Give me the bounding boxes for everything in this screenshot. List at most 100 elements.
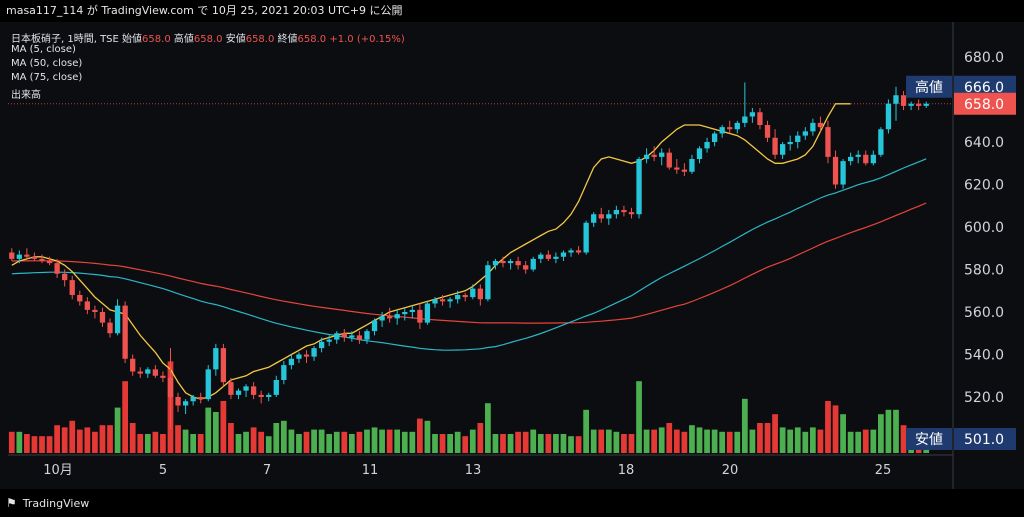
- candle-body: [182, 401, 189, 406]
- legend-ma50[interactable]: MA (50, close): [11, 58, 83, 69]
- volume-bar: [711, 429, 718, 453]
- candle-body: [795, 135, 801, 142]
- candle-body: [424, 303, 431, 323]
- volume-bar: [840, 414, 846, 453]
- volume-bar: [61, 427, 68, 453]
- volume-bar: [621, 434, 627, 453]
- volume-bar: [258, 431, 265, 453]
- candle-body: [643, 154, 650, 159]
- candle-body: [749, 112, 756, 117]
- tradingview-logo-icon: ⚑: [6, 496, 17, 510]
- volume-bar: [152, 431, 159, 453]
- candle-body: [885, 103, 892, 130]
- volume-bar: [197, 434, 204, 453]
- volume-bar: [190, 434, 197, 453]
- candle-body: [160, 375, 166, 378]
- ma75-line: [11, 202, 927, 324]
- candle-body: [349, 335, 355, 338]
- candle-body: [621, 210, 627, 213]
- volume-bar: [129, 423, 136, 453]
- candle-body: [9, 252, 15, 259]
- volume-bar: [341, 431, 348, 453]
- candle-body: [311, 348, 317, 357]
- ohlc-high-value: 658.0: [193, 34, 223, 45]
- volume-bar: [817, 429, 824, 453]
- legend-ma75[interactable]: MA (75, close): [11, 72, 83, 83]
- volume-bar: [900, 425, 907, 453]
- ma5-line: [11, 103, 851, 400]
- volume-bar: [160, 434, 166, 453]
- volume-bar: [696, 427, 703, 453]
- volume-bar: [462, 436, 469, 453]
- high-value-text: 666.0: [964, 80, 1004, 96]
- volume-bar: [386, 429, 393, 453]
- candle-body: [394, 314, 400, 319]
- volume-bar: [643, 429, 650, 453]
- low-value-tag: [954, 428, 1016, 450]
- ma50-line: [11, 158, 927, 351]
- volume-bar: [605, 429, 612, 453]
- candle-body: [507, 261, 514, 264]
- volume-bar: [46, 436, 53, 453]
- legend-volume[interactable]: 出来高: [11, 90, 41, 101]
- volume-bar: [764, 423, 771, 453]
- volume-bar: [741, 398, 748, 453]
- ohlc-open-label: 始値: [122, 34, 143, 45]
- candle-body: [651, 154, 657, 157]
- price-chart[interactable]: 520.0540.0560.0580.0600.0620.0640.0660.0…: [0, 22, 1024, 489]
- volume-bar: [348, 434, 355, 453]
- volume-bar: [39, 436, 45, 453]
- volume-bar: [772, 414, 778, 453]
- y-tick-label: 600.0: [964, 220, 1004, 236]
- chart-background: [0, 22, 1024, 489]
- candle-body: [530, 258, 536, 270]
- volume-bar: [76, 429, 83, 453]
- volume-bar: [220, 401, 227, 453]
- candle-body: [742, 116, 748, 123]
- symbol-name: 日本板硝子, 1時間, TSE: [11, 34, 119, 45]
- candle-body: [46, 261, 53, 264]
- volume-bar: [749, 429, 756, 453]
- volume-bar: [515, 431, 521, 453]
- volume-bar: [568, 436, 574, 453]
- candle-body: [817, 122, 824, 128]
- volume-bar: [137, 434, 144, 453]
- x-tick-label: 13: [465, 463, 482, 478]
- volume-bar: [885, 409, 892, 453]
- candle-body: [152, 369, 159, 376]
- y-tick-label: 580.0: [964, 263, 1004, 279]
- volume-bar: [704, 429, 710, 453]
- volume-bar: [666, 423, 673, 453]
- volume-bar: [598, 429, 605, 453]
- candle-body: [553, 256, 559, 259]
- legend-ma5[interactable]: MA (5, close): [11, 44, 76, 55]
- volume-bar: [477, 423, 484, 453]
- volume-bar: [583, 409, 590, 453]
- candle-body: [84, 301, 90, 310]
- volume-bar: [228, 423, 234, 453]
- candle-body: [583, 222, 589, 253]
- volume-bar: [590, 429, 597, 453]
- volume-bar: [280, 420, 287, 453]
- candle-body: [213, 348, 219, 370]
- candle-body: [628, 212, 635, 215]
- candle-body: [250, 386, 257, 395]
- symbol-legend: 日本板硝子, 1時間, TSE 始値658.0 高値658.0 安値658.0 …: [11, 30, 405, 45]
- candle-body: [863, 154, 869, 164]
- candle-body: [825, 127, 831, 157]
- candle-body: [54, 263, 60, 274]
- candle-body: [462, 295, 468, 298]
- candle-body: [674, 167, 680, 170]
- candle-body: [470, 288, 476, 298]
- volume-bar: [326, 434, 333, 453]
- candle-body: [281, 365, 287, 380]
- volume-bar: [424, 420, 431, 453]
- candle-body: [387, 316, 393, 319]
- volume-bar: [364, 429, 370, 453]
- candle-body: [636, 159, 642, 215]
- footer-brand[interactable]: TradingView: [22, 496, 90, 510]
- candle-body: [848, 156, 854, 162]
- candle-body: [832, 156, 839, 185]
- high-label-tag: [906, 75, 952, 98]
- candle-body: [455, 295, 461, 300]
